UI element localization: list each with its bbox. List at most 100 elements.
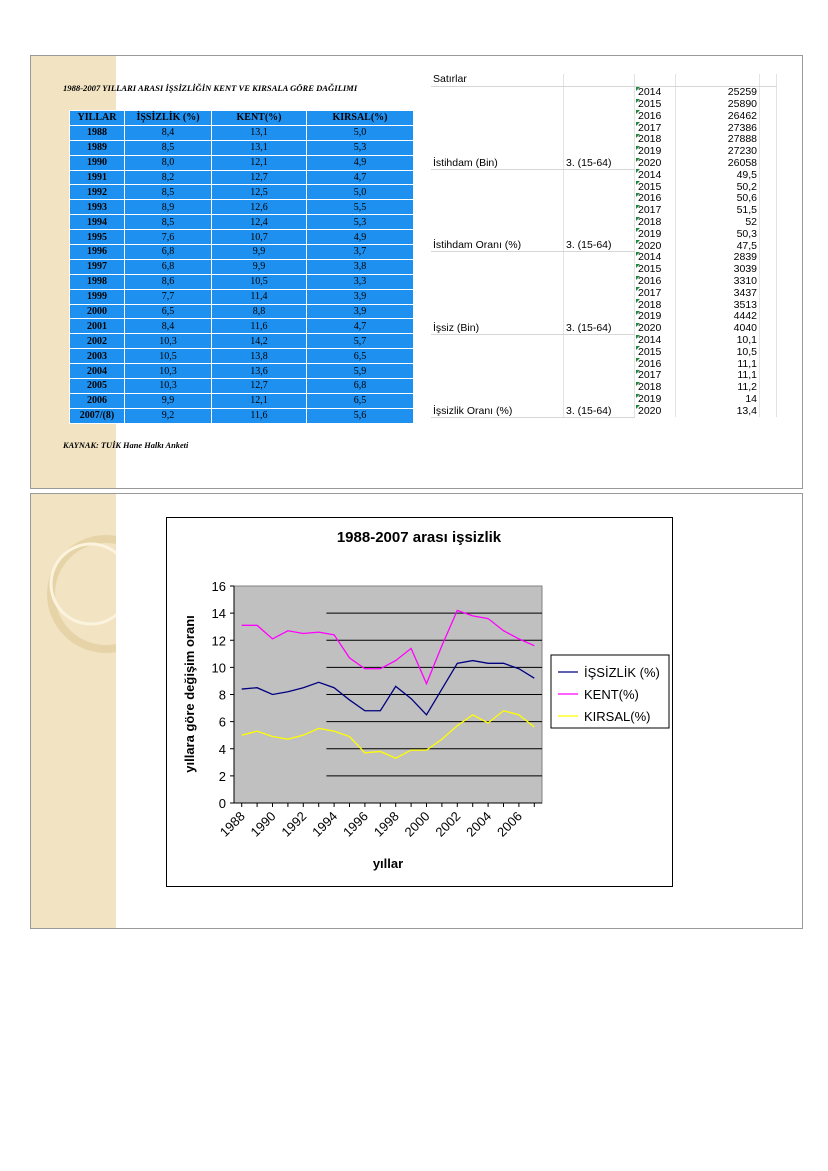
table-row: 2019 50,3 <box>431 228 777 241</box>
year-cell: 2019 <box>634 228 676 241</box>
value-cell: 25890 <box>675 99 760 111</box>
table-row: 2001 8,4 11,6 4,7 <box>69 318 414 335</box>
table-cell: 5,9 <box>306 363 414 380</box>
value-cell: 3310 <box>675 276 760 288</box>
blank-cell <box>759 169 777 182</box>
table-cell: 9,9 <box>211 244 307 260</box>
table-row: 2015 10,5 <box>431 346 777 359</box>
blank-cell <box>759 322 777 335</box>
blank-cell <box>759 334 777 347</box>
table-row: 2020 4040 <box>431 323 777 335</box>
table-row: 2000 6,5 8,8 3,9 <box>69 303 414 320</box>
year-cell: 2015 <box>634 181 676 193</box>
year-cell: 2019 <box>634 393 676 406</box>
group-label: İşsizlik Oranı (%) <box>431 334 564 418</box>
side-strip <box>31 494 165 928</box>
value-cell: 11,1 <box>675 370 760 382</box>
value-cell: 13,4 <box>675 405 760 418</box>
table-cell: 8,5 <box>124 184 212 201</box>
group-age: 3. (15-64) <box>563 169 635 253</box>
blank-cell <box>759 369 777 382</box>
table-cell: 8,4 <box>124 318 212 335</box>
year-cell: 2018 <box>634 382 676 394</box>
header-row: Satırlar <box>431 74 777 87</box>
blank-cell <box>759 346 777 359</box>
blank-cell <box>759 110 777 123</box>
value-cell: 49,5 <box>675 169 760 182</box>
table-row: 2016 3310 <box>431 276 777 288</box>
table-cell: 2006 <box>69 392 125 409</box>
table-cell: 13,1 <box>211 124 307 141</box>
table-cell: 6,5 <box>124 303 212 320</box>
value-cell: 3437 <box>675 287 760 300</box>
year-cell: 2015 <box>634 99 676 111</box>
table-row: 1989 8,5 13,1 5,3 <box>69 139 414 156</box>
table-cell: 8,5 <box>124 214 212 231</box>
group-label: İstihdam (Bin) <box>431 86 564 170</box>
table-cell: 1998 <box>69 273 125 290</box>
year-cell: 2014 <box>634 86 676 99</box>
year-cell: 2020 <box>634 405 676 418</box>
table-row: 2018 27888 <box>431 134 777 146</box>
table-cell: 9,9 <box>211 258 307 275</box>
y-tick-label: 14 <box>212 606 226 621</box>
table-cell: 1993 <box>69 199 125 216</box>
table-row: 2017 3437 <box>431 287 777 300</box>
table-cell: 7,7 <box>124 288 212 305</box>
table-row: 1990 8,0 12,1 4,9 <box>69 154 414 171</box>
blank-cell <box>759 204 777 217</box>
value-cell: 3039 <box>675 264 760 276</box>
group-age: 3. (15-64) <box>563 251 635 336</box>
table-cell: 2005 <box>69 378 125 394</box>
year-cell: 2015 <box>634 264 676 276</box>
slide-2: 1988-2007 arası işsizlik yıllar yıllara … <box>30 493 803 929</box>
series-line <box>241 659 535 716</box>
header-cell: Satırlar <box>431 74 564 87</box>
value-cell: 26462 <box>675 110 760 123</box>
year-cell: 2017 <box>634 122 676 134</box>
blank-cell <box>634 74 676 87</box>
value-cell: 51,5 <box>675 205 760 217</box>
year-cell: 2020 <box>634 323 676 335</box>
table-cell: 5,3 <box>306 214 414 231</box>
table-row: 2015 50,2 <box>431 181 777 193</box>
value-cell: 27386 <box>675 122 760 134</box>
table-cell: 7,6 <box>124 229 212 246</box>
table-cell: 12,4 <box>211 214 307 231</box>
unemployment-table: YILLAR İŞSİZLİK (%) KENT(%) KIRSAL(%) 1988 8,… <box>69 110 414 424</box>
value-cell: 47,5 <box>675 240 760 252</box>
value-cell: 27888 <box>675 134 760 146</box>
table-cell: 12,1 <box>211 154 307 171</box>
blank-cell <box>759 157 777 170</box>
table-cell: 8,5 <box>124 139 212 156</box>
table-cell: 2003 <box>69 348 125 365</box>
blank-cell <box>759 299 777 311</box>
table-cell: 3,9 <box>306 303 414 320</box>
y-tick-label: 8 <box>219 688 226 703</box>
table-cell: 14,2 <box>211 333 307 350</box>
blank-cell <box>759 133 777 146</box>
table-row: 2004 10,3 13,6 5,9 <box>69 363 414 380</box>
table-cell: 12,7 <box>211 378 307 394</box>
year-cell: 2017 <box>634 370 676 382</box>
blank-cell <box>759 228 777 241</box>
table-cell: 1995 <box>69 229 125 246</box>
blank-cell <box>759 86 777 99</box>
table-row: 2005 10,3 12,7 6,8 <box>69 378 414 394</box>
table-cell: 3,8 <box>306 258 414 275</box>
table-row: 2015 25890 <box>431 99 777 111</box>
value-cell: 50,3 <box>675 228 760 241</box>
value-cell: 10,1 <box>675 335 760 347</box>
header-row: YILLAR İŞSİZLİK (%) KENT(%) KIRSAL(%) <box>69 110 414 126</box>
table-cell: 5,0 <box>306 184 414 201</box>
blank-cell <box>563 74 635 87</box>
blank-cell <box>759 287 777 300</box>
series-line <box>241 609 535 686</box>
blank-cell <box>759 74 777 87</box>
table-cell: 12,5 <box>211 184 307 201</box>
table-cell: 9,9 <box>124 392 212 409</box>
table-cell: 4,7 <box>306 169 414 186</box>
table-cell: 13,1 <box>211 139 307 156</box>
table-cell: 5,6 <box>306 407 414 424</box>
table-cell: 6,8 <box>306 378 414 394</box>
